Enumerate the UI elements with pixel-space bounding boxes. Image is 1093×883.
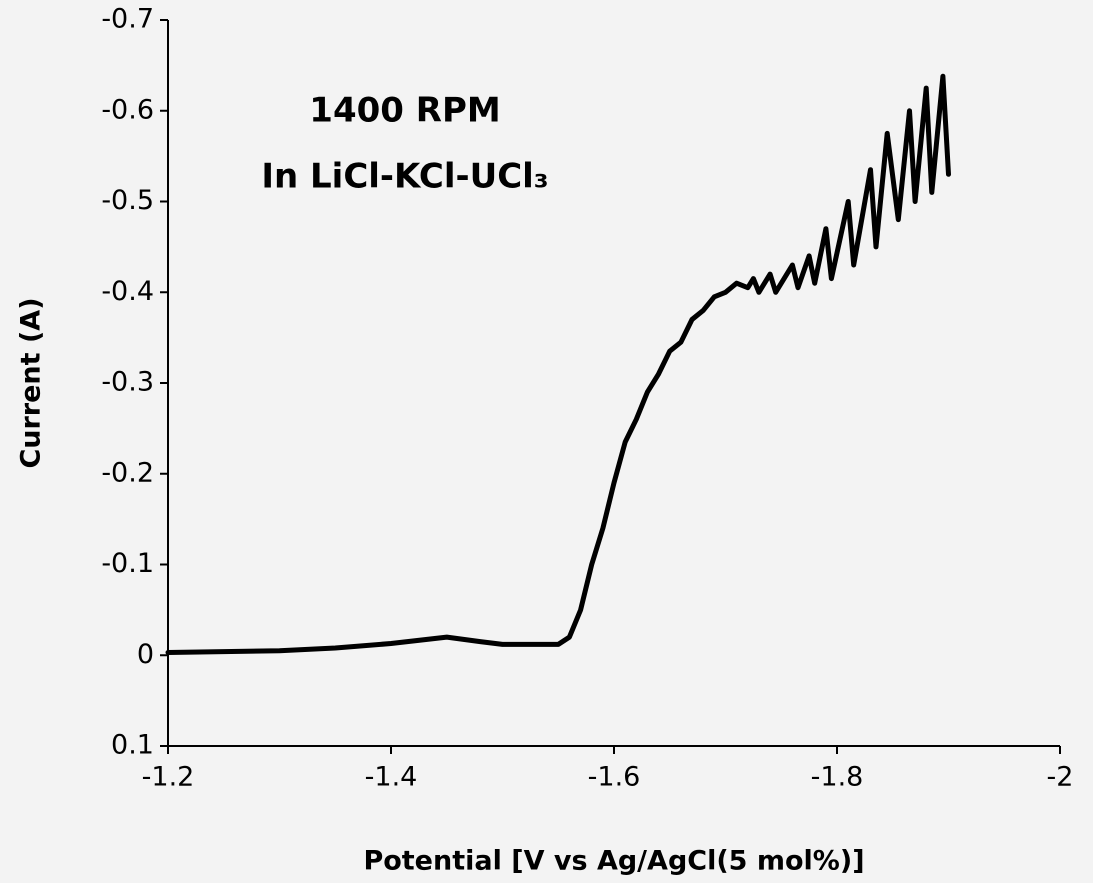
annotation: 1400 RPM xyxy=(309,91,500,131)
annotation: In LiCl-KCl-UCl₃ xyxy=(261,157,548,197)
x-tick-label: -1.6 xyxy=(588,762,641,793)
y-tick-label: -0.2 xyxy=(101,457,154,488)
y-tick-label: -0.1 xyxy=(101,548,154,579)
x-axis-title: Potential [V vs Ag/AgCl(5 mol%)] xyxy=(363,846,864,877)
y-tick-label: -0.5 xyxy=(101,185,154,216)
x-tick-label: -1.2 xyxy=(142,762,195,793)
data-line xyxy=(165,73,951,655)
y-tick-label: -0.7 xyxy=(101,4,154,35)
y-tick-label: 0 xyxy=(137,639,154,670)
y-tick-label: 0.1 xyxy=(111,730,154,761)
y-tick-label: -0.3 xyxy=(101,367,154,398)
x-tick-label: -1.4 xyxy=(365,762,418,793)
x-tick-label: -2 xyxy=(1047,762,1074,793)
y-tick-label: -0.6 xyxy=(101,94,154,125)
y-tick-label: -0.4 xyxy=(101,276,154,307)
x-tick-label: -1.8 xyxy=(811,762,864,793)
y-axis-title: Current (A) xyxy=(16,297,47,468)
